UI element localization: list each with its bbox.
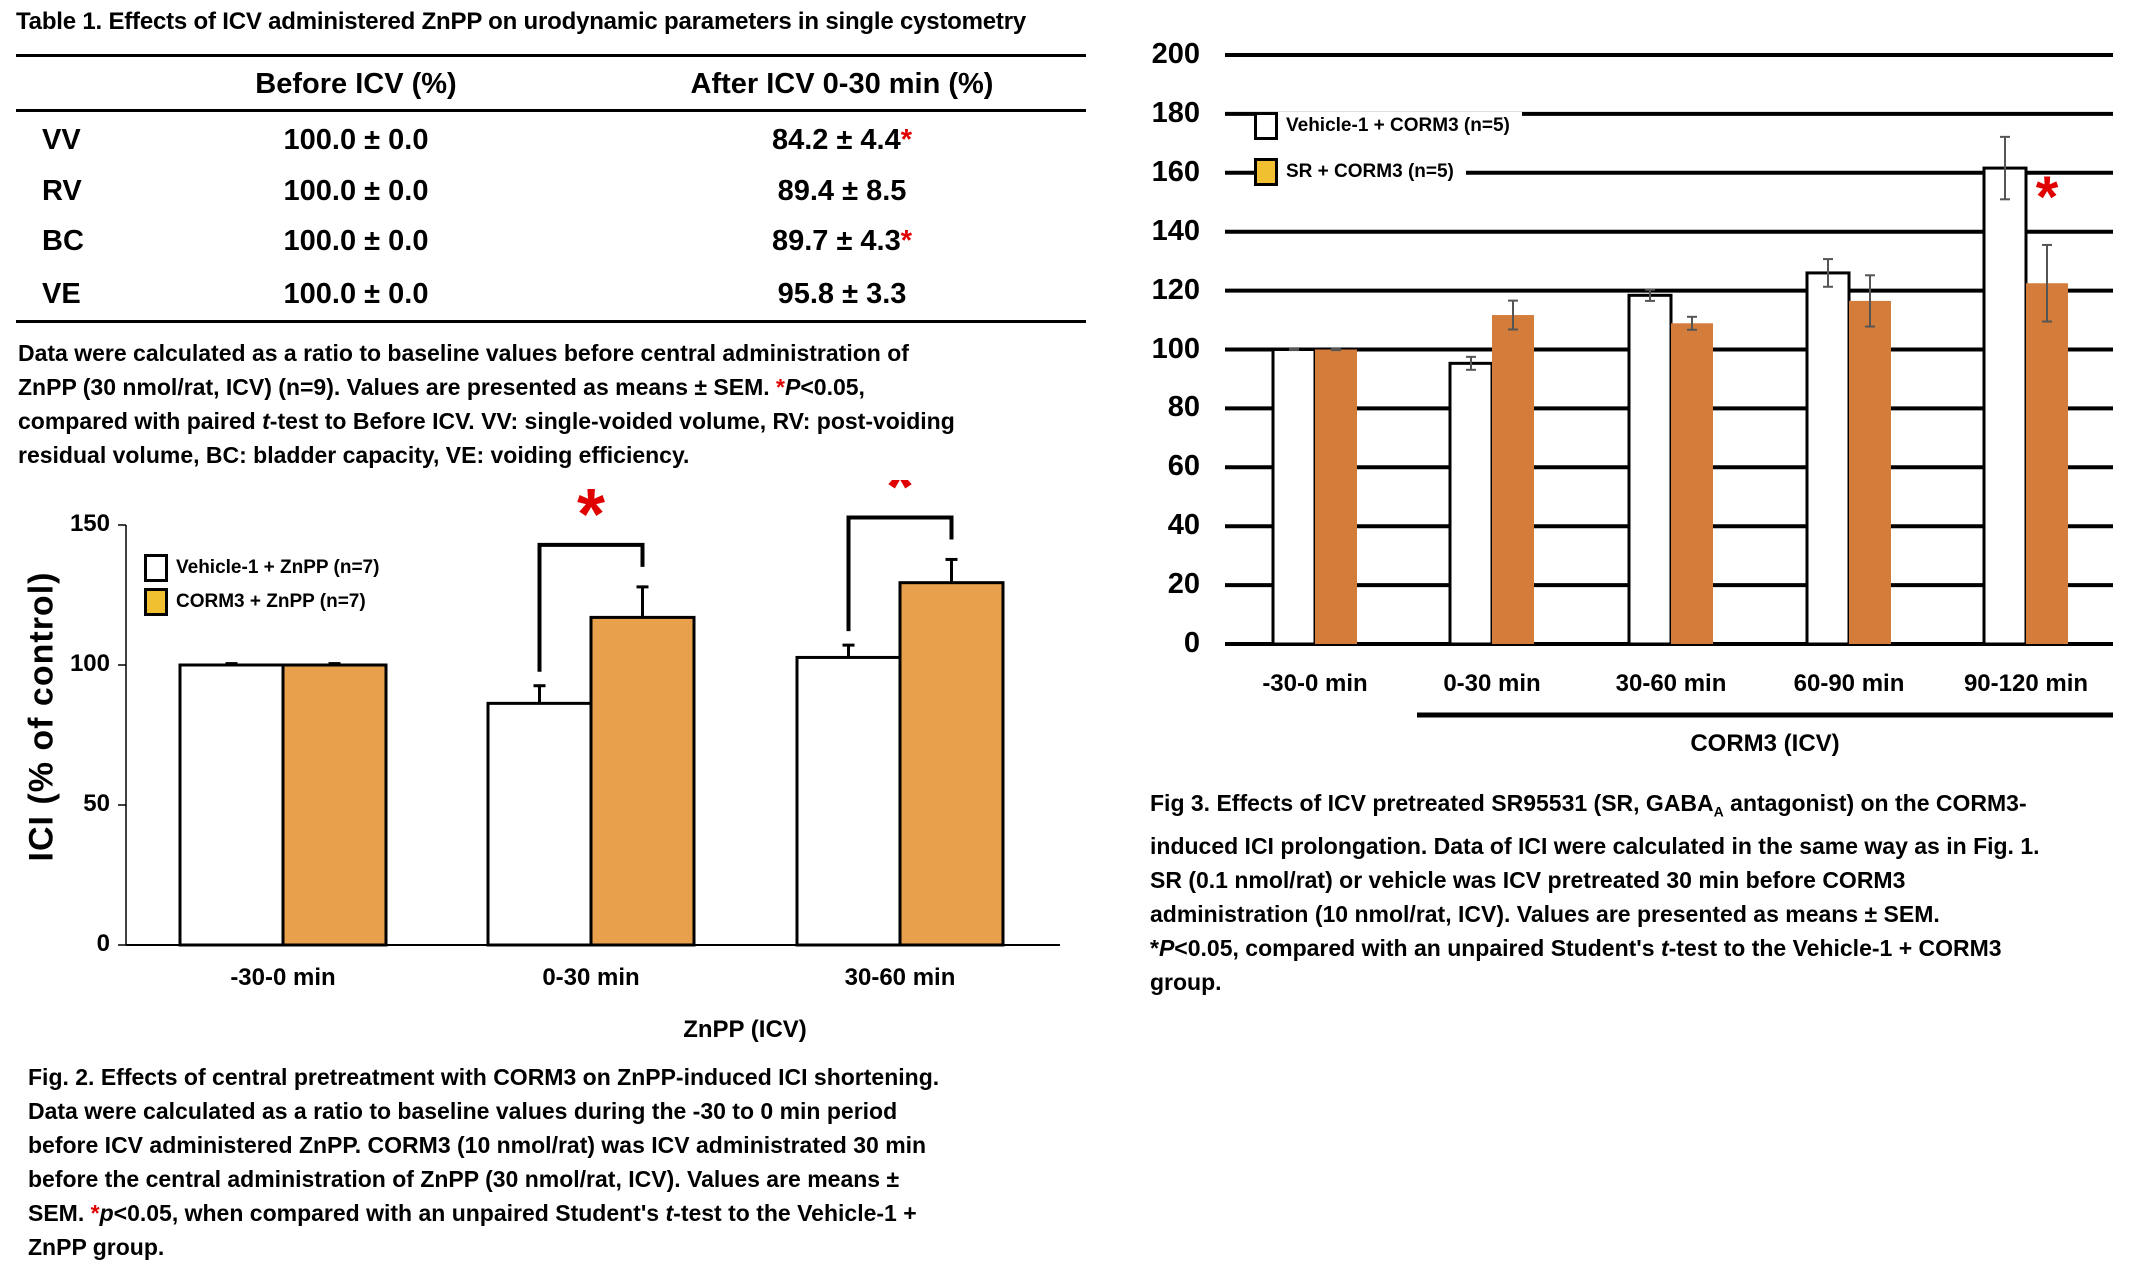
- table-title: Table 1. Effects of ICV administered ZnP…: [16, 8, 1027, 35]
- row-before: 100.0 ± 0.0: [283, 124, 429, 156]
- fig3-x-tick-label: -30-0 min: [1262, 670, 1368, 697]
- fig2-bar: [486, 701, 593, 947]
- legend-swatch-vehicle: [144, 554, 168, 582]
- fig2-x-tick-label: 0-30 min: [542, 964, 640, 991]
- fig3-x-tick-label: 30-60 min: [1615, 670, 1727, 697]
- fig3-bar: [1448, 361, 1494, 646]
- legend-swatch-corm3: [144, 588, 168, 616]
- fig2-caption: Fig. 2. Effects of central pretreatment …: [28, 1064, 940, 1260]
- table-header-before: Before ICV (%): [255, 68, 457, 100]
- row-before: 100.0 ± 0.0: [283, 175, 429, 207]
- fig3-legend-item: Vehicle-1 + CORM3 (n=5): [1254, 112, 1522, 140]
- fig2-significance-bracket: [537, 542, 645, 672]
- row-after: 89.7 ± 4.3*: [771, 225, 913, 257]
- fig3-y-tick-label: 40: [1167, 509, 1200, 542]
- row-label: VV: [42, 124, 81, 156]
- fig3-bar: [1492, 315, 1534, 644]
- fig2-significance-star: *: [577, 480, 605, 555]
- fig2-bar: [795, 655, 902, 947]
- fig3-y-tick-label: 20: [1167, 568, 1200, 601]
- fig3-y-tick-label: 120: [1151, 273, 1200, 306]
- fig3-bar: [1627, 293, 1673, 646]
- row-label: BC: [42, 225, 84, 257]
- fig3-x-tick-label: 90-120 min: [1963, 670, 2089, 697]
- fig3-y-tick-label: 0: [1183, 627, 1200, 659]
- fig3-group-label: CORM3 (ICV): [1690, 730, 1840, 757]
- fig2-significance-bracket: [846, 515, 954, 632]
- fig3-bar: [1315, 349, 1357, 644]
- fig2-x-tick-label: -30-0 min: [230, 964, 336, 991]
- fig2-bar: [178, 663, 285, 947]
- fig3-y-tick-label: 140: [1151, 214, 1200, 247]
- fig3-bar: [2026, 283, 2068, 644]
- significance-star: *: [900, 124, 913, 156]
- fig3-significance-star: *: [2036, 165, 2059, 230]
- fig2-plot: * *: [118, 480, 1060, 947]
- fig3-y-tick-label: 60: [1167, 450, 1200, 483]
- fig3-caption: Fig 3. Effects of ICV pretreated SR95531…: [1150, 790, 2040, 995]
- fig3-bar: [1982, 166, 2028, 646]
- table-caption: Data were calculated as a ratio to basel…: [18, 340, 955, 468]
- fig2-bar: [589, 615, 696, 947]
- fig3-bar: [1671, 323, 1713, 644]
- fig3-y-tick-label: 80: [1167, 391, 1200, 424]
- table-bottom-rule: [16, 320, 1086, 323]
- fig2-y-tick-label: 0: [96, 930, 110, 957]
- fig3-bar: [1805, 271, 1851, 646]
- fig2-legend-item: CORM3 + ZnPP (n=7): [144, 588, 366, 616]
- table-header-rule: [16, 109, 1086, 112]
- fig2-bar: [281, 663, 388, 947]
- fig2-legend-item: Vehicle-1 + ZnPP (n=7): [144, 554, 380, 582]
- fig3-bar: [1271, 348, 1317, 646]
- fig3-x-tick-label: 60-90 min: [1793, 670, 1905, 697]
- fig2-significance-star: *: [886, 480, 914, 527]
- fig2-x-tick-label: 30-60 min: [844, 964, 956, 991]
- fig3-x-tick-label: 0-30 min: [1443, 670, 1541, 697]
- table-header-after: After ICV 0-30 min (%): [690, 68, 994, 100]
- row-label: VE: [42, 278, 81, 310]
- fig3-y-tick-label: 200: [1151, 38, 1200, 70]
- significance-star: *: [900, 225, 913, 257]
- fig3-bar: [1849, 300, 1891, 644]
- row-after: 84.2 ± 4.4*: [771, 124, 913, 156]
- legend-swatch-vehicle: [1254, 112, 1278, 140]
- fig2-y-tick-label: 150: [69, 510, 110, 537]
- row-label: RV: [42, 175, 82, 207]
- row-after: 89.4 ± 8.5: [777, 175, 907, 207]
- row-after: 95.8 ± 3.3: [777, 278, 907, 310]
- row-before: 100.0 ± 0.0: [283, 225, 429, 257]
- fig3-y-tick-label: 180: [1151, 96, 1200, 129]
- fig3-y-tick-label: 160: [1151, 155, 1200, 188]
- fig2-y-tick-label: 50: [83, 790, 110, 817]
- row-before: 100.0 ± 0.0: [283, 278, 429, 310]
- fig3-legend-item: SR + CORM3 (n=5): [1254, 158, 1466, 186]
- fig2-group-label: ZnPP (ICV): [683, 1016, 807, 1043]
- table-top-rule: [16, 54, 1086, 57]
- fig2-bar: [898, 581, 1005, 947]
- fig3-y-tick-label: 100: [1151, 332, 1200, 365]
- fig2-y-tick-label: 100: [69, 650, 110, 677]
- legend-swatch-sr: [1254, 158, 1278, 186]
